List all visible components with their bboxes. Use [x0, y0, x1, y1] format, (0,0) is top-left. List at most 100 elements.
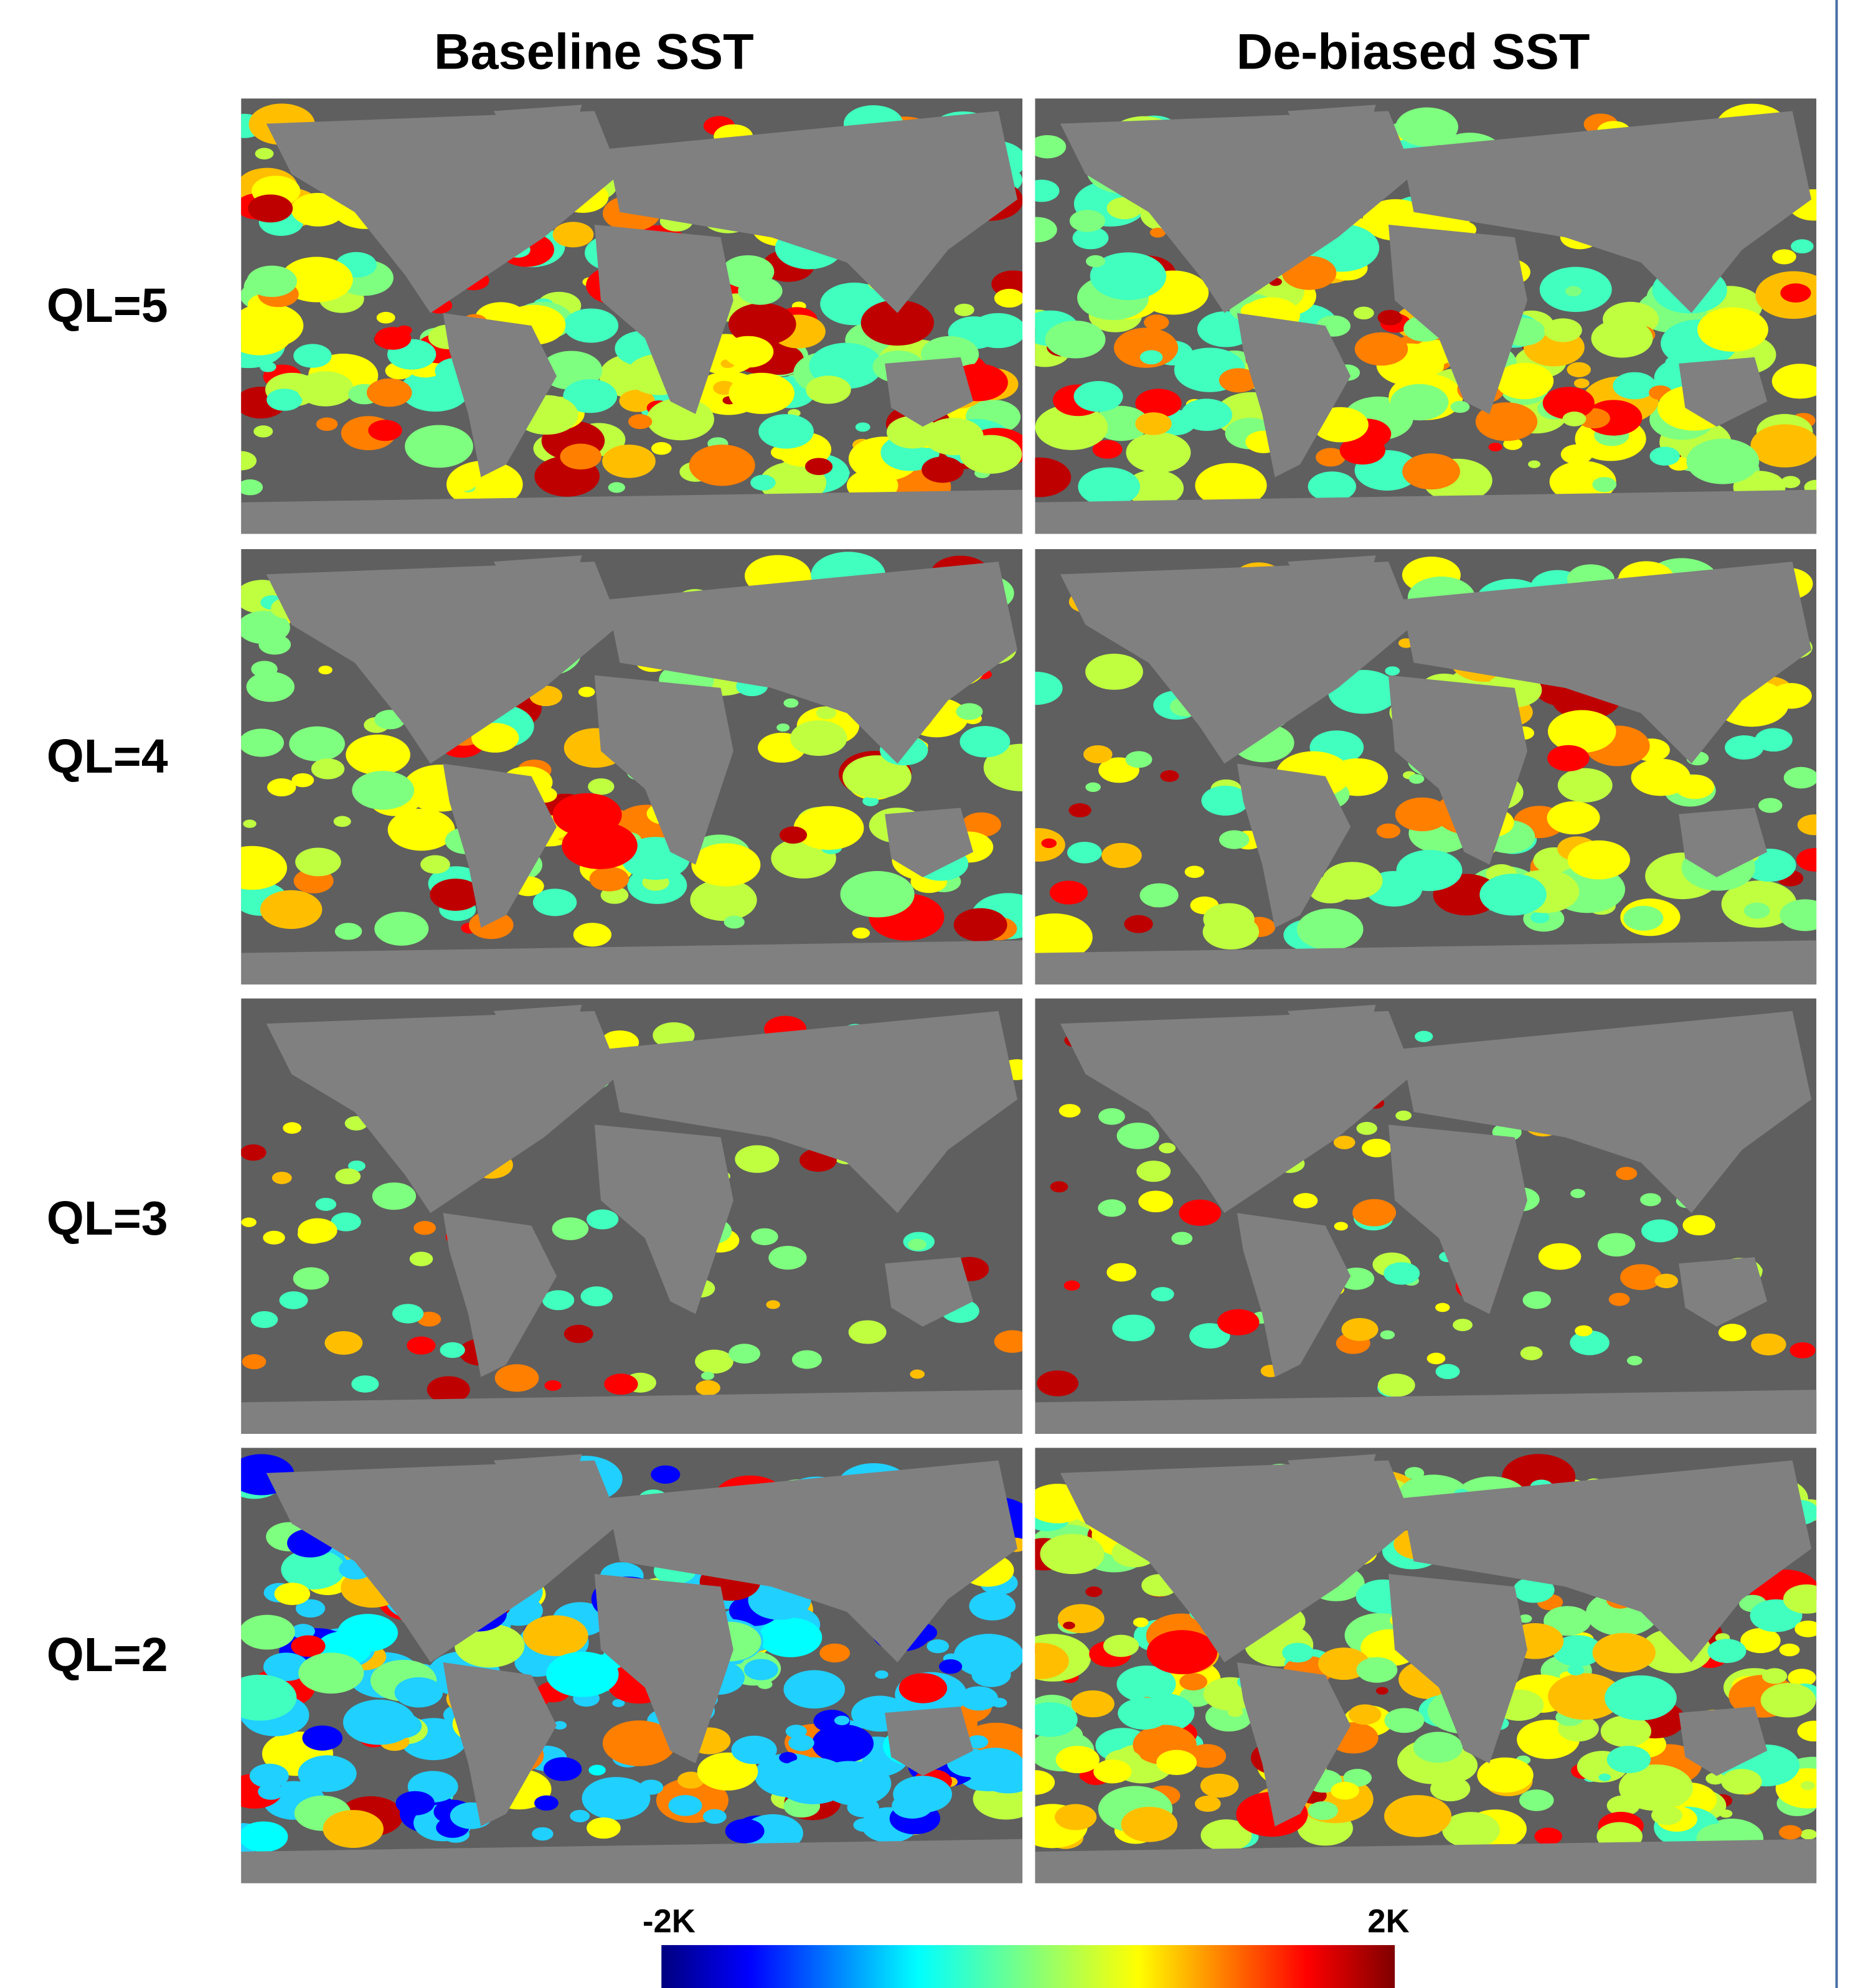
sst-patch: [731, 1735, 777, 1764]
sst-patch: [1362, 1138, 1392, 1157]
sst-patch: [427, 1376, 470, 1403]
land: [493, 1004, 582, 1062]
land: [1237, 313, 1351, 478]
sst-patch: [1395, 1110, 1412, 1121]
sst-patch: [263, 1230, 285, 1245]
sst-patch: [806, 375, 851, 404]
sst-patch: [348, 1160, 365, 1172]
sst-patch: [1779, 1825, 1803, 1840]
sst-patch: [994, 1330, 1023, 1353]
sst-patch: [1343, 1769, 1372, 1787]
sst-patch: [376, 311, 395, 324]
sst-patch: [860, 299, 934, 346]
sst-patch: [332, 1768, 347, 1778]
sst-patch: [1791, 239, 1814, 254]
land: [607, 562, 1017, 764]
colorbar-min-label: -2K: [643, 1903, 695, 1940]
sst-patch: [351, 1375, 379, 1393]
sst-patch: [956, 703, 983, 720]
land: [493, 1454, 582, 1511]
sst-patch: [1565, 286, 1582, 296]
sst-patch: [1354, 332, 1408, 366]
sst-patch: [1035, 913, 1093, 961]
sst-patch: [1783, 766, 1817, 789]
row-label: QL=3: [47, 1192, 168, 1245]
sst-patch: [766, 1300, 780, 1309]
sst-patch: [587, 1209, 619, 1230]
sst-patch: [1800, 1829, 1817, 1840]
sst-patch: [407, 1336, 436, 1355]
land: [1388, 1124, 1527, 1314]
sst-patch: [1135, 389, 1182, 418]
sst-patch: [1035, 671, 1063, 705]
land: [1035, 1390, 1817, 1434]
sst-patch: [840, 871, 915, 918]
sst-patch: [1125, 751, 1153, 768]
sst-patch: [651, 442, 672, 455]
sst-patch: [1396, 849, 1463, 892]
sst-patch: [1339, 436, 1386, 465]
sst-patch: [1112, 1314, 1155, 1342]
sst-patch: [1035, 217, 1057, 243]
land: [1401, 1460, 1812, 1662]
sst-patch: [316, 417, 338, 431]
sst-patch: [1282, 1642, 1314, 1663]
sst-patch: [291, 1635, 326, 1657]
sst-patch: [1600, 1715, 1652, 1748]
sst-patch: [560, 443, 602, 470]
sst-patch: [241, 303, 304, 349]
sst-patch: [852, 927, 870, 939]
map-panel: [1035, 1448, 1817, 1883]
land: [1287, 555, 1376, 613]
sst-patch: [295, 1599, 326, 1618]
sst-patch: [588, 1764, 606, 1776]
sst-patch: [1519, 1789, 1554, 1811]
sst-patch: [1035, 179, 1060, 202]
sst-patch: [1575, 1325, 1593, 1337]
sst-patch: [542, 1290, 575, 1311]
sst-patch: [1159, 1142, 1176, 1154]
sst-patch: [994, 288, 1023, 308]
land: [1237, 763, 1351, 928]
sst-patch: [788, 1735, 814, 1751]
sst-patch: [1356, 1657, 1398, 1683]
sst-patch: [1718, 1324, 1747, 1342]
sst-patch: [1395, 107, 1458, 147]
sst-patch: [297, 371, 354, 407]
land: [1060, 562, 1414, 764]
sst-patch: [1071, 1690, 1115, 1718]
sst-patch: [1800, 1781, 1815, 1791]
sst-patch: [1085, 782, 1101, 792]
land: [1679, 357, 1768, 427]
column-title: De-biased SST: [1237, 24, 1590, 80]
sst-patch: [247, 265, 298, 298]
sst-patch: [1544, 318, 1582, 342]
land: [1287, 105, 1376, 162]
colorbar: [661, 1945, 1395, 1988]
sst-patch: [1479, 874, 1547, 916]
sst-patch: [690, 879, 757, 921]
sst-patch: [260, 362, 276, 372]
sst-patch: [612, 1699, 625, 1707]
sst-patch: [1725, 735, 1764, 760]
sst-patch: [331, 1212, 361, 1232]
land: [1679, 1706, 1768, 1776]
sst-patch: [1090, 252, 1167, 300]
sst-patch: [1404, 1467, 1425, 1479]
sst-patch: [1697, 307, 1768, 352]
sst-patch: [953, 908, 1007, 942]
sst-patch: [834, 1715, 850, 1725]
sst-patch: [1758, 798, 1783, 813]
sst-patch: [1126, 432, 1191, 473]
sst-patch: [1356, 1121, 1377, 1135]
sst-patch: [471, 723, 519, 753]
sst-patch: [1037, 1370, 1078, 1397]
sst-patch: [791, 1350, 822, 1369]
sst-patch: [246, 671, 295, 702]
sst-patch: [1219, 368, 1258, 393]
sst-patch: [910, 1369, 925, 1379]
sst-patch: [966, 1735, 989, 1749]
sst-patch: [1171, 1232, 1193, 1245]
land: [1401, 1010, 1812, 1213]
sst-patch: [1743, 902, 1770, 919]
